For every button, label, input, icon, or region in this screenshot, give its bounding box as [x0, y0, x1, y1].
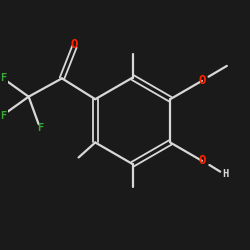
Text: O: O	[198, 74, 205, 87]
Text: O: O	[71, 38, 78, 51]
Text: O: O	[198, 154, 205, 167]
Text: F: F	[0, 72, 6, 83]
Text: F: F	[37, 123, 44, 133]
Text: F: F	[0, 111, 6, 121]
Text: H: H	[222, 169, 228, 179]
